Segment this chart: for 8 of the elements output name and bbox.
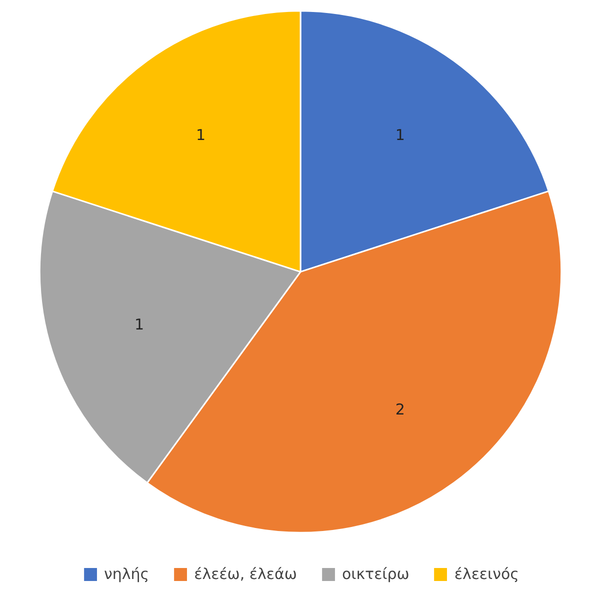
legend-label: νηλής xyxy=(104,565,150,583)
data-label: 2 xyxy=(395,400,405,418)
legend-label: οικτείρω xyxy=(342,565,410,583)
data-label: 1 xyxy=(196,126,206,144)
legend-label: έλεεινός xyxy=(454,565,519,583)
legend-label: έλεέω, έλεάω xyxy=(194,565,297,583)
data-label: 1 xyxy=(395,126,405,144)
data-label: 1 xyxy=(134,316,144,334)
